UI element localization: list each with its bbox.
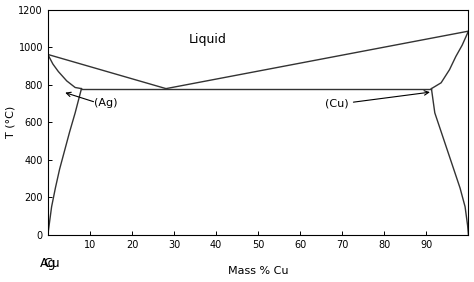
- Text: Ag: Ag: [39, 257, 56, 270]
- Text: Liquid: Liquid: [189, 33, 227, 46]
- Y-axis label: T (°C): T (°C): [6, 106, 16, 138]
- Text: (Cu): (Cu): [326, 98, 349, 109]
- X-axis label: Mass % Cu: Mass % Cu: [228, 266, 288, 276]
- Text: (Ag): (Ag): [94, 98, 118, 109]
- Text: Cu: Cu: [44, 257, 60, 270]
